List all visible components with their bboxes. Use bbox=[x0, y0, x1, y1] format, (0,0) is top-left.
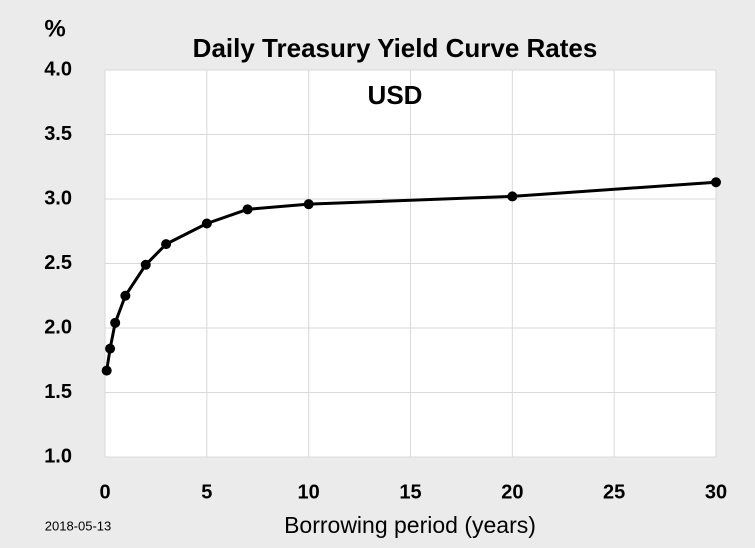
x-tick-label: 20 bbox=[501, 481, 523, 503]
x-axis-label: Borrowing period (years) bbox=[284, 512, 536, 538]
chart-title: Daily Treasury Yield Curve Rates bbox=[193, 33, 598, 63]
point bbox=[101, 365, 112, 376]
x-tick-label: 25 bbox=[603, 481, 625, 503]
point bbox=[507, 191, 518, 202]
point bbox=[120, 290, 131, 301]
chart-subtitle: USD bbox=[368, 80, 423, 110]
point bbox=[105, 343, 116, 354]
point bbox=[242, 204, 253, 215]
x-tick-label: 10 bbox=[298, 481, 320, 503]
y-tick-label: 2.5 bbox=[44, 252, 72, 274]
x-tick-label: 30 bbox=[705, 481, 727, 503]
point bbox=[140, 259, 151, 270]
y-tick-label: 1.5 bbox=[44, 381, 72, 403]
y-tick-label: 3.0 bbox=[44, 187, 72, 209]
x-tick-label: 15 bbox=[399, 481, 421, 503]
y-tick-label: 1.0 bbox=[44, 445, 72, 467]
y-axis-label: % bbox=[44, 15, 65, 42]
point bbox=[110, 317, 121, 328]
point bbox=[711, 177, 721, 188]
point bbox=[161, 239, 172, 250]
point bbox=[201, 218, 212, 229]
x-tick-label: 0 bbox=[99, 481, 110, 503]
y-tick-label: 2.0 bbox=[44, 316, 72, 338]
y-tick-label: 4.0 bbox=[44, 58, 72, 80]
x-tick-label: 5 bbox=[201, 481, 212, 503]
grid bbox=[104, 69, 717, 458]
point bbox=[303, 199, 314, 210]
y-tick-label: 3.5 bbox=[44, 123, 72, 145]
date-note: 2018-05-13 bbox=[45, 518, 112, 533]
